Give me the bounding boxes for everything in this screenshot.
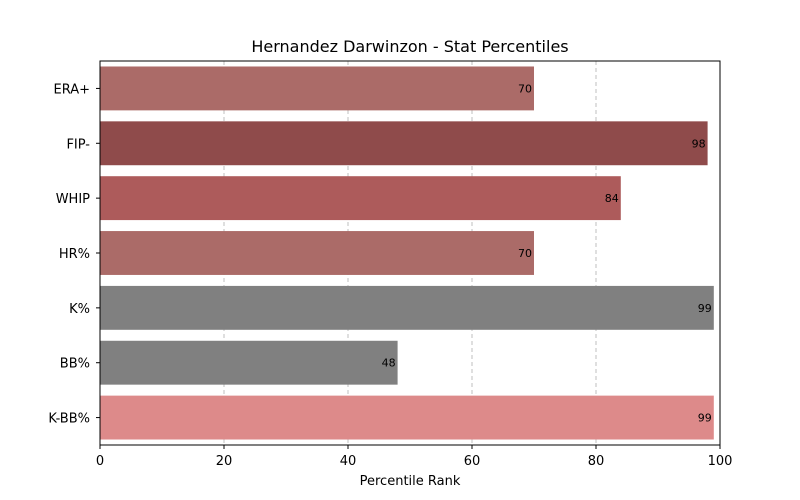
- bar-whip: [100, 176, 621, 221]
- x-tick-label: 80: [588, 454, 605, 469]
- bar-era-: [100, 66, 534, 111]
- x-tick-label: 0: [96, 454, 104, 469]
- bar-value-label: 99: [698, 302, 712, 315]
- chart-title: Hernandez Darwinzon - Stat Percentiles: [251, 37, 568, 56]
- y-tick-label: K-BB%: [48, 412, 90, 427]
- y-tick-label: WHIP: [56, 192, 90, 207]
- x-tick-label: 20: [216, 454, 233, 469]
- bar-k-: [100, 285, 714, 330]
- bar-value-label: 84: [605, 192, 619, 205]
- bar-value-label: 99: [698, 412, 712, 425]
- x-tick-label: 60: [464, 454, 481, 469]
- bar-value-label: 98: [692, 137, 706, 150]
- y-tick-label: HR%: [59, 247, 90, 262]
- bars: 70 98 84 70 99 48 99: [100, 66, 714, 440]
- bar-bb-: [100, 340, 398, 385]
- x-tick-label: 100: [708, 454, 733, 469]
- y-tick-label: ERA+: [53, 82, 90, 97]
- x-axis-ticks: 0 20 40 60 80 100: [96, 445, 733, 469]
- bar-value-label: 48: [382, 357, 396, 370]
- x-axis-label: Percentile Rank: [360, 474, 461, 489]
- bar-hr-: [100, 231, 534, 275]
- y-tick-label: K%: [69, 302, 90, 317]
- x-tick-label: 40: [340, 454, 357, 469]
- bar-value-label: 70: [518, 82, 532, 95]
- bar-k-bb-: [100, 395, 714, 440]
- y-tick-label: BB%: [60, 357, 90, 372]
- bar-fip-: [100, 121, 708, 166]
- y-tick-label: FIP-: [66, 137, 90, 152]
- bar-value-label: 70: [518, 247, 532, 260]
- y-axis-ticks: ERA+ FIP- WHIP HR% K% BB% K-BB%: [48, 82, 100, 427]
